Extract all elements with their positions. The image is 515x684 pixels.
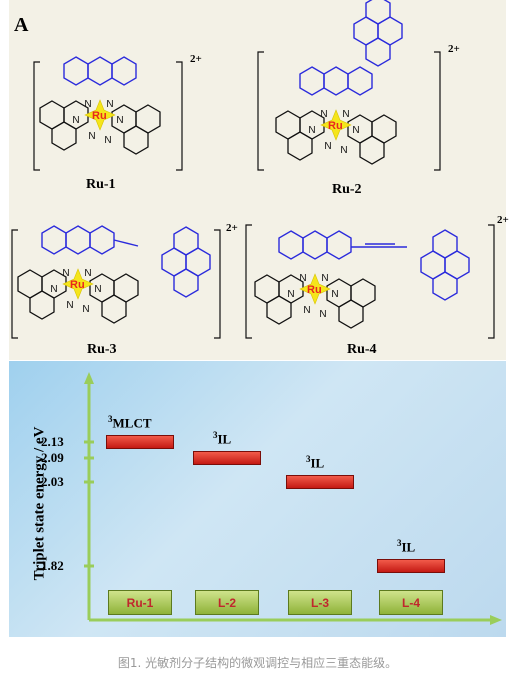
nitrogen-label: N — [50, 284, 57, 295]
energy-level-bar — [286, 475, 354, 489]
nitrogen-label: N — [66, 300, 73, 311]
nitrogen-label: N — [94, 284, 101, 295]
nitrogen-label: N — [62, 268, 69, 279]
nitrogen-label: N — [84, 99, 91, 110]
nitrogen-label: N — [331, 289, 338, 300]
nitrogen-label: N — [104, 135, 111, 146]
molecular-structures: Ru Ru Ru Ru N NN NN NN NN NN NN NN NN NN NN NN N — [11, 0, 495, 339]
nitrogen-label: N — [320, 109, 327, 120]
nitrogen-label: N — [324, 141, 331, 152]
charge-label: 2+ — [448, 43, 460, 55]
y-tick-label: 2.09 — [41, 450, 64, 465]
nitrogen-label: N — [321, 273, 328, 284]
nitrogen-label: N — [72, 115, 79, 126]
y-tick-label: 2.03 — [41, 474, 64, 489]
molecule-label: Ru-2 — [332, 182, 362, 197]
nitrogen-label: N — [319, 309, 326, 320]
y-tick-marks — [84, 440, 94, 568]
ru-atom-label: Ru — [70, 279, 85, 291]
y-tick-label: 2.13 — [41, 434, 64, 449]
nitrogen-label: N — [299, 273, 306, 284]
energy-level-bar — [377, 559, 445, 573]
y-tick-label: 1.82 — [41, 558, 64, 573]
category-box: Ru-1 — [108, 590, 172, 615]
charge-label: 2+ — [226, 222, 238, 234]
molecule-label: Ru-3 — [87, 342, 117, 357]
state-label: 3MLCT — [108, 414, 152, 431]
nitrogen-label: N — [82, 304, 89, 315]
nitrogen-label: N — [106, 99, 113, 110]
nitrogen-label: N — [340, 145, 347, 156]
panel-letter: A — [14, 14, 29, 36]
nitrogen-label: N — [308, 125, 315, 136]
energy-level-bar — [193, 451, 261, 465]
nitrogen-label: N — [88, 131, 95, 142]
ru-atom-label: Ru — [92, 110, 107, 122]
category-box: L-4 — [379, 590, 443, 615]
figure-caption: 图1. 光敏剂分子结构的微观调控与相应三重态能级。 — [117, 656, 398, 670]
nitrogen-label: N — [287, 289, 294, 300]
charge-label: 2+ — [497, 214, 509, 226]
nitrogen-label: N — [342, 109, 349, 120]
nitrogen-label: N — [116, 115, 123, 126]
category-box: L-3 — [288, 590, 352, 615]
molecule-label: Ru-4 — [347, 342, 377, 357]
nitrogen-label: N — [84, 268, 91, 279]
state-label: 3IL — [213, 430, 232, 447]
energy-level-bar — [106, 435, 174, 449]
charge-label: 2+ — [190, 53, 202, 65]
category-box: L-2 — [195, 590, 259, 615]
ru-atom-label: Ru — [307, 284, 322, 296]
nitrogen-label: N — [352, 125, 359, 136]
state-label: 3IL — [306, 454, 325, 471]
nitrogen-label: N — [303, 305, 310, 316]
state-label: 3IL — [397, 538, 416, 555]
molecule-label: Ru-1 — [86, 177, 116, 192]
ru-atom-label: Ru — [328, 120, 343, 132]
